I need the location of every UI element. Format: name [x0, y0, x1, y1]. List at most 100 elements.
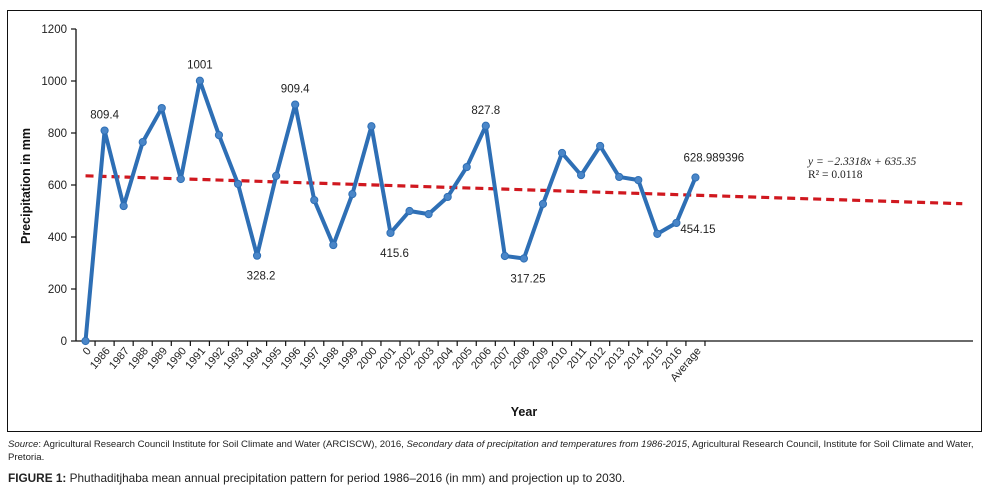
x-tick-label: 1986	[88, 345, 113, 371]
y-axis: 0 200 400 600 800 1000 1200	[41, 24, 77, 348]
x-tick-label: 1991	[183, 345, 208, 371]
trendline-equation: y = −2.3318x + 635.35	[807, 156, 916, 168]
source-text-1: : Agricultural Research Council Institut…	[38, 439, 407, 450]
data-label: 628.989396	[683, 152, 744, 164]
x-tick-label: 2000	[355, 345, 380, 371]
x-tick-label: 1996	[279, 345, 304, 371]
data-point	[272, 171, 281, 180]
x-tick-label: 2004	[431, 345, 456, 371]
data-label: 909.4	[281, 84, 310, 96]
trendline-r-squared: R² = 0.0118	[808, 169, 863, 181]
source-prefix: Source	[8, 439, 39, 450]
data-point	[443, 192, 452, 202]
data-label: 328.2	[247, 271, 276, 283]
x-tick-label: 2011	[565, 345, 589, 371]
figure-label: FIGURE 1:	[8, 471, 67, 485]
y-tick-label: 800	[48, 128, 67, 140]
y-tick-label: 200	[48, 284, 67, 296]
data-point	[538, 199, 548, 209]
trendline-line	[85, 174, 963, 206]
data-point	[176, 174, 185, 184]
data-point	[386, 228, 395, 238]
data-label: 415.6	[380, 248, 409, 260]
data-point	[119, 201, 128, 211]
x-tick-label: 2012	[584, 345, 609, 371]
x-tick-label: 2010	[545, 345, 570, 371]
data-point	[653, 229, 662, 238]
data-label: 827.8	[471, 105, 500, 117]
x-tick-label: 2014	[622, 345, 647, 371]
data-point	[519, 254, 529, 263]
x-tick-label: 2003	[412, 345, 437, 371]
x-tick-label: 2013	[603, 345, 628, 371]
x-tick-label: 2001	[374, 345, 399, 371]
x-tick-label: 1998	[317, 345, 342, 371]
x-tick-label: 2007	[488, 345, 513, 371]
data-label: 1001	[187, 60, 213, 72]
x-tick-label: 1999	[336, 345, 361, 371]
source-note: Source: Agricultural Research Council In…	[8, 438, 988, 464]
data-point	[500, 251, 509, 261]
x-tick-label: 1990	[164, 345, 189, 371]
figure-caption: FIGURE 1: Phuthaditjhaba mean annual pre…	[8, 471, 625, 485]
data-point	[405, 206, 414, 216]
x-axis-title: Year	[511, 405, 538, 419]
data-point	[615, 172, 624, 182]
figure-caption-text: Phuthaditjhaba mean annual precipitation…	[66, 471, 626, 485]
y-tick-label: 400	[48, 232, 67, 244]
x-tick-label: 1989	[145, 345, 170, 371]
data-point	[329, 240, 338, 250]
data-label: 809.4	[90, 110, 119, 122]
series-line	[83, 78, 698, 342]
trendline	[85, 174, 963, 206]
x-tick-label: 2006	[469, 345, 494, 371]
series-precipitation	[81, 76, 700, 346]
y-axis-title: Precipitation in mm	[19, 128, 33, 244]
x-tick-label: 2009	[526, 345, 551, 371]
figure-frame	[7, 10, 982, 432]
x-tick-label: 2015	[641, 345, 666, 371]
data-point	[367, 122, 376, 131]
x-tick-label: 1994	[240, 345, 265, 371]
data-point	[691, 173, 700, 182]
data-point	[672, 218, 681, 228]
data-label: 454.15	[680, 224, 715, 236]
data-point	[348, 190, 357, 199]
x-tick-label: 1988	[126, 345, 151, 371]
data-point	[481, 121, 490, 130]
data-point	[557, 148, 567, 158]
data-point	[634, 175, 643, 185]
data-point	[576, 171, 586, 180]
x-axis: 0198619871988198919901991199219931994199…	[76, 340, 973, 384]
x-tick-label: 2008	[507, 345, 532, 371]
x-tick-label: 0	[81, 345, 94, 357]
x-tick-label: 1992	[202, 345, 227, 371]
y-tick-label: 1000	[41, 76, 67, 88]
source-italic-title: Secondary data of precipitation and temp…	[406, 439, 688, 450]
data-labels: 809.4 1001 328.2 909.4 415.6 827.8 317.25 454.1…	[90, 60, 744, 286]
x-tick-label: 1995	[259, 345, 284, 371]
data-point	[291, 100, 300, 109]
x-tick-label: 1993	[221, 345, 246, 371]
data-point	[424, 210, 433, 219]
data-point	[157, 103, 166, 113]
data-point	[596, 141, 605, 151]
y-tick-label: 1200	[41, 24, 67, 36]
data-point	[462, 162, 471, 172]
data-point	[195, 76, 204, 85]
x-tick-label: 1987	[107, 345, 132, 371]
source-text-2: , Agricultural Research Council, Institu…	[8, 439, 974, 463]
data-point	[233, 179, 243, 189]
y-tick-label: 600	[48, 180, 67, 192]
x-tick-label: 2002	[393, 345, 418, 371]
data-point	[100, 126, 109, 135]
data-point	[214, 130, 224, 140]
y-tick-label: 0	[61, 336, 67, 348]
data-point	[138, 138, 147, 147]
data-point	[81, 336, 90, 346]
data-label: 317.25	[510, 274, 545, 286]
x-tick-label: 1997	[298, 345, 323, 371]
data-point	[310, 195, 319, 205]
data-point	[252, 251, 262, 260]
